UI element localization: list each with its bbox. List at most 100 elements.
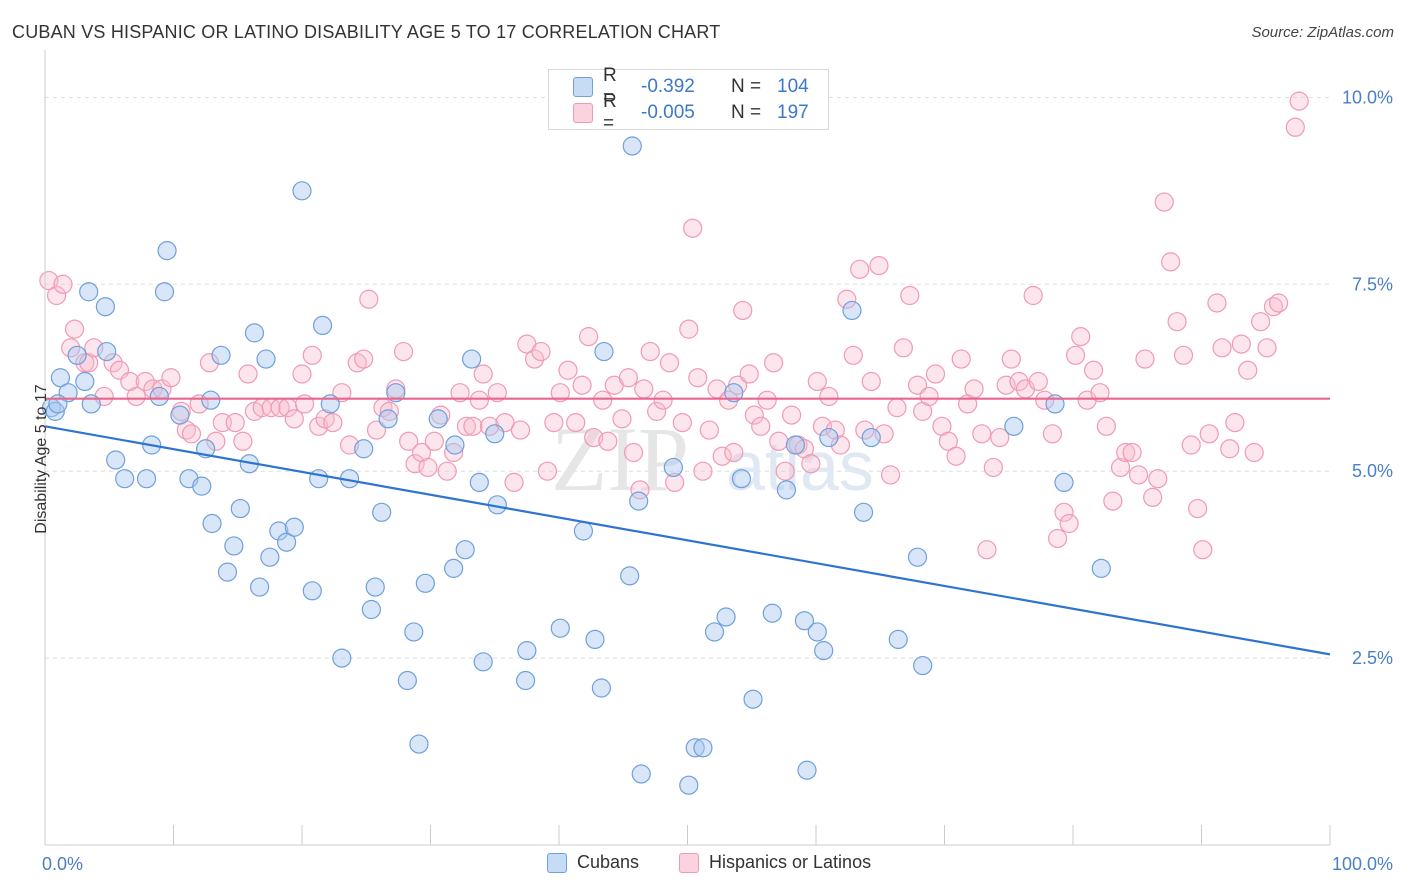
n-value: 197 xyxy=(777,102,809,123)
cubans-point xyxy=(517,641,537,661)
hispanics-point xyxy=(450,383,470,403)
hispanics-point xyxy=(1065,345,1086,365)
hispanics-point xyxy=(724,442,744,463)
hispanics-point xyxy=(572,375,592,395)
hispanics-point xyxy=(339,435,360,455)
cubans-point xyxy=(249,577,270,597)
hispanics-point xyxy=(618,368,638,388)
hispanics-point xyxy=(672,412,692,433)
cubans-point xyxy=(50,368,71,388)
chart-title: CUBAN VS HISPANIC OR LATINO DISABILITY A… xyxy=(12,22,721,42)
cubans-point xyxy=(312,315,333,336)
cubans-point xyxy=(776,480,797,500)
hispanics-point xyxy=(1083,360,1104,380)
cubans-point xyxy=(276,532,297,552)
hispanics-point xyxy=(712,446,732,466)
hispanics-point xyxy=(103,353,123,373)
hispanics-point xyxy=(990,427,1010,448)
trend-lines xyxy=(44,397,1331,656)
hispanics-point xyxy=(393,341,414,362)
cubans-point xyxy=(629,491,649,511)
hispanics-point xyxy=(593,390,613,410)
series-hispanics-points xyxy=(39,91,1309,560)
n-label: N = xyxy=(731,102,762,123)
legend-label: Cubans xyxy=(577,852,640,872)
cubans-point xyxy=(372,502,392,522)
cubans-point xyxy=(724,383,744,403)
hispanics-point xyxy=(830,435,851,455)
cubans-legend-swatch xyxy=(547,852,567,873)
r-value: -0.005 xyxy=(641,102,695,123)
legend-item-cubans[interactable]: Cubans xyxy=(547,852,639,873)
hispanics-point xyxy=(1167,312,1187,332)
hispanics-point xyxy=(309,416,329,436)
hispanics-point xyxy=(1135,349,1155,369)
hispanics-point xyxy=(1220,439,1240,459)
cubans-point xyxy=(415,573,435,593)
cubans-point xyxy=(45,401,65,421)
cubans-point xyxy=(115,469,135,489)
cubans-point xyxy=(302,581,322,601)
axes xyxy=(44,50,1331,846)
cubans-point xyxy=(192,476,212,496)
hispanics-point xyxy=(39,270,59,291)
hispanics-point xyxy=(405,454,425,474)
cubans-trend-line xyxy=(44,425,1331,656)
hispanics-point xyxy=(819,386,839,407)
hispanics-point xyxy=(775,461,795,481)
hispanics-point xyxy=(837,289,857,309)
hispanics-point xyxy=(469,390,489,410)
hispanics-point xyxy=(424,431,444,451)
hispanics-point xyxy=(1071,327,1091,347)
hispanics-point xyxy=(900,285,920,306)
cubans-point xyxy=(693,738,713,758)
hispanics-point xyxy=(850,259,870,279)
hispanics-point xyxy=(869,255,889,276)
hispanics-point xyxy=(1181,435,1201,455)
hispanics-point xyxy=(807,371,827,392)
cubans-point xyxy=(1054,472,1074,493)
hispanics-point xyxy=(693,461,713,481)
hispanics-point xyxy=(874,424,894,444)
cubans-point xyxy=(907,547,928,567)
cubans-point xyxy=(428,409,448,429)
hispanics-point xyxy=(763,353,784,373)
cubans-point xyxy=(462,349,482,369)
hispanics-point xyxy=(1212,338,1232,358)
legend-item-hispanics[interactable]: Hispanics or Latinos xyxy=(679,852,871,873)
hispanics-point xyxy=(225,412,245,433)
cubans-point xyxy=(269,521,289,541)
cubans-point xyxy=(404,622,424,642)
hispanics-point xyxy=(1023,285,1043,306)
y-tick-label: 2.5% xyxy=(1352,648,1393,668)
hispanics-point xyxy=(1116,442,1136,463)
hispanics-point xyxy=(1009,371,1029,392)
hispanics-point xyxy=(1193,540,1213,560)
hispanics-point xyxy=(332,383,352,403)
hispanics-point xyxy=(1122,442,1142,463)
hispanics-point xyxy=(84,338,104,358)
cubans-point xyxy=(762,603,782,623)
hispanics-point xyxy=(79,353,99,373)
series-legend: Cubans Hispanics or Latinos xyxy=(0,852,1406,878)
cubans-point xyxy=(679,775,699,795)
cubans-point xyxy=(244,323,265,343)
hispanics-point xyxy=(977,540,997,560)
cubans-point xyxy=(585,629,605,650)
hispanics-point xyxy=(1047,528,1068,549)
hispanics-point xyxy=(598,431,618,451)
cubans-point xyxy=(594,341,614,362)
hispanics-point xyxy=(1188,498,1208,519)
hispanics-point xyxy=(504,472,524,493)
hispanics-point xyxy=(487,383,507,403)
hispanics-point xyxy=(1103,491,1123,511)
hispanics-point xyxy=(379,401,399,421)
hispanics-point xyxy=(1148,469,1168,489)
n-label: N = xyxy=(731,76,762,97)
hispanics-point xyxy=(473,364,493,384)
cubans-point xyxy=(154,282,175,302)
cubans-point xyxy=(807,622,827,642)
cubans-point xyxy=(309,469,329,489)
cubans-point xyxy=(79,282,99,302)
